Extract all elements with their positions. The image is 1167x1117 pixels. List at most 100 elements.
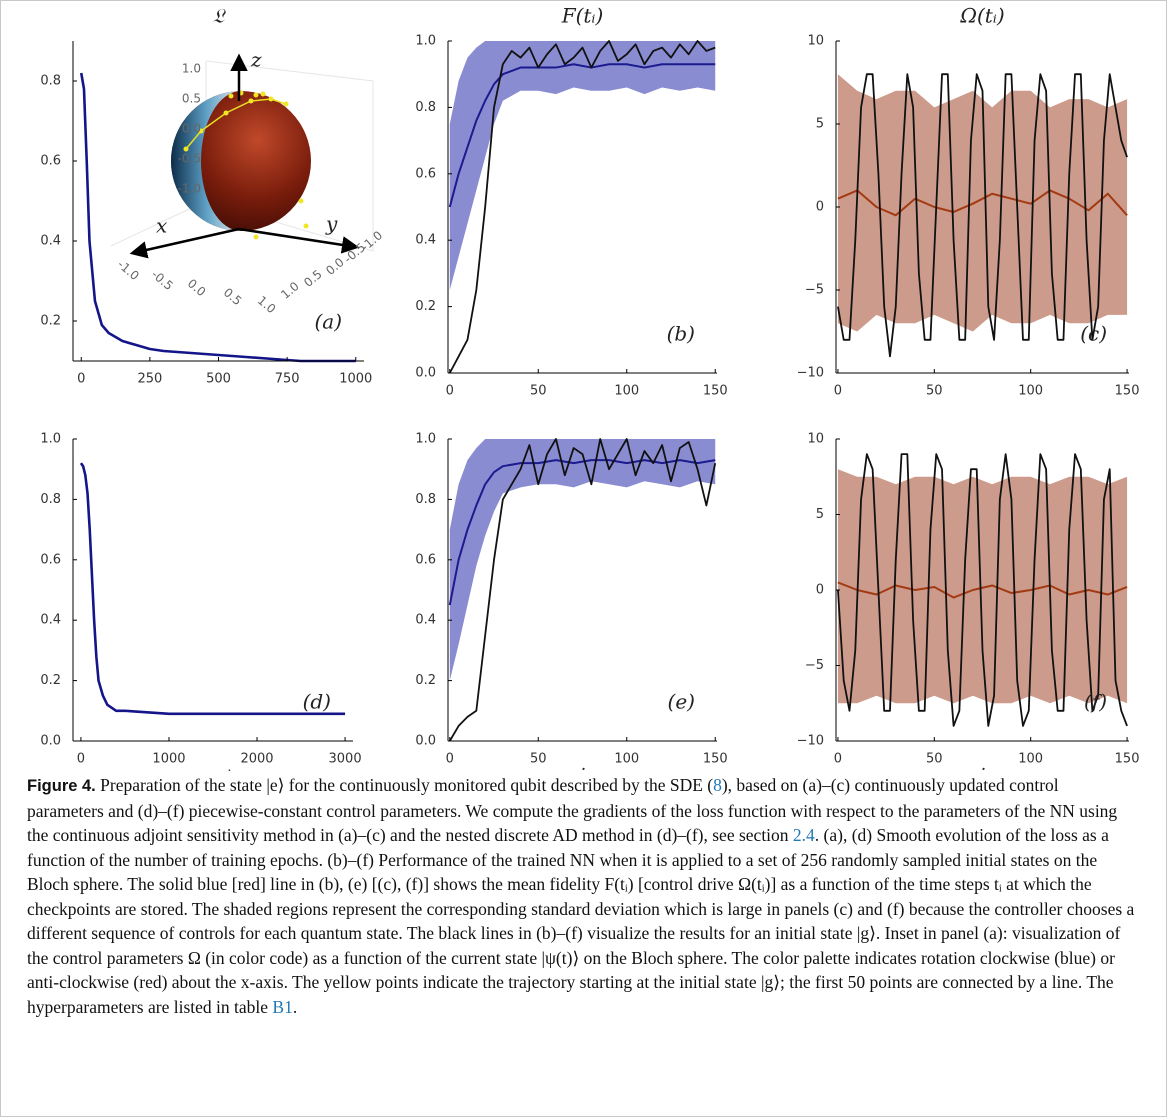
y-tick-label: 0.2: [40, 314, 61, 329]
x-tick-label: 3000: [329, 752, 362, 767]
std-band: [837, 74, 1128, 332]
panel-label: (c): [1080, 322, 1107, 346]
y-tick-label: 10: [807, 432, 824, 447]
x-tick-label: 100: [1018, 752, 1043, 767]
x-tick-label: 0: [77, 372, 85, 387]
bloch-inset: x y z 1.0 0.5 0.0 -0.5 -1.0 -1.0 -0.5 0.…: [110, 48, 385, 316]
x-tick-label: 1000: [152, 752, 185, 767]
x-tick-label: 250: [137, 372, 162, 387]
inset-axis-label: z: [250, 48, 262, 72]
x-axis-label: epoch: [189, 767, 238, 772]
y-tick-label: 0: [816, 583, 824, 598]
line: [79, 462, 346, 716]
inset-tick-label: 0.5: [221, 285, 245, 308]
x-tick-label: 750: [275, 372, 300, 387]
y-tick-label: 0.8: [40, 74, 61, 89]
y-tick-label: −5: [805, 658, 824, 673]
line: [448, 40, 716, 374]
caption-text: Preparation of the state |e⟩ for the con…: [100, 775, 714, 795]
panel-title: F(tᵢ): [561, 4, 604, 28]
y-tick-label: 5: [816, 117, 824, 132]
x-tick-label: 1000: [339, 372, 372, 387]
y-tick-label: 10: [807, 34, 824, 49]
x-tick-label: 0: [834, 752, 842, 767]
panel-label: (f): [1084, 690, 1107, 714]
panel: 0.2 0.4 0.6 0.8 0 250 500 750 1000 𝔏 (a): [40, 4, 372, 387]
panel: 0.0 0.2 0.4 0.6 0.8 1.0 0 50 100 150 (e) i: [415, 432, 727, 772]
y-tick-label: 0.6: [40, 154, 61, 169]
inset-tick-label: 0.5: [182, 92, 201, 106]
panel-label: (e): [668, 690, 695, 714]
x-tick-label: 50: [926, 752, 943, 767]
y-tick-label: 0.8: [40, 492, 61, 507]
caption-reference[interactable]: 2.4: [792, 825, 815, 845]
line: [837, 73, 1128, 358]
std-band: [449, 439, 716, 681]
inset-axis-label: y: [325, 212, 338, 236]
line: [837, 189, 1128, 217]
x-axis-label: i: [579, 764, 585, 772]
x-axis-label: i: [979, 764, 985, 772]
x-tick-label: 2000: [240, 752, 273, 767]
caption: Figure 4. Preparation of the state |e⟩ f…: [27, 773, 1139, 1019]
y-tick-label: 0.6: [415, 166, 436, 181]
inset-tick-label: 1.0: [255, 293, 279, 316]
line: [448, 63, 716, 208]
y-tick-label: 1.0: [40, 432, 61, 447]
panel: 0.0 0.2 0.4 0.6 0.8 1.0 0 50 100 150 F(tᵢ) (b): [415, 4, 727, 399]
y-tick-label: 0: [816, 200, 824, 215]
y-tick-label: 0.4: [415, 233, 436, 248]
x-tick-label: 50: [926, 384, 943, 399]
x-tick-label: 50: [530, 752, 547, 767]
line: [837, 581, 1128, 599]
y-tick-label: 0.8: [415, 100, 436, 115]
y-tick-label: 0.4: [415, 613, 436, 628]
line: [837, 453, 1128, 727]
x-tick-label: 150: [1115, 384, 1140, 399]
inset-tick-label: -0.5: [178, 152, 201, 166]
x-tick-label: 150: [703, 752, 728, 767]
panel-title: 𝔏: [213, 4, 227, 28]
inset-tick-label: 1.0: [278, 279, 302, 302]
x-tick-label: 100: [614, 384, 639, 399]
y-tick-label: 0.6: [40, 552, 61, 567]
y-tick-label: 0.6: [415, 552, 436, 567]
inset-tick-label: 0.0: [182, 122, 201, 136]
y-tick-label: 0.0: [40, 734, 61, 749]
y-tick-label: 1.0: [415, 432, 436, 447]
panel-label: (d): [303, 690, 331, 714]
y-tick-label: 0.2: [415, 299, 436, 314]
x-tick-label: 500: [206, 372, 231, 387]
caption-reference[interactable]: B1: [272, 996, 293, 1017]
inset-axis-label: x: [156, 214, 167, 238]
x-tick-label: 150: [1115, 752, 1140, 767]
y-tick-label: −10: [797, 366, 824, 381]
caption-text: ), based on (a)–(c) continuously updated…: [27, 775, 1118, 845]
x-arrow: [129, 227, 240, 259]
inset-tick-label: -1.0: [178, 182, 201, 196]
y-tick-label: 0.0: [415, 734, 436, 749]
line: [79, 72, 356, 363]
caption-reference[interactable]: 8: [713, 775, 722, 795]
panel-label: (a): [314, 310, 342, 334]
line: [448, 438, 717, 742]
x-tick-label: 0: [446, 752, 454, 767]
y-tick-label: −10: [797, 734, 824, 749]
line: [448, 459, 716, 606]
x-tick-label: 0: [446, 384, 454, 399]
x-tick-label: 0: [834, 384, 842, 399]
inset-tick-label: 0.5: [301, 267, 325, 290]
trajectory: [185, 98, 287, 150]
y-tick-label: 5: [816, 507, 824, 522]
y-tick-label: 0.2: [415, 673, 436, 688]
y-arrow: [238, 227, 360, 254]
bloch-sphere-shade: [171, 91, 241, 231]
y-tick-label: 0.8: [415, 492, 436, 507]
y-tick-label: 0.4: [40, 613, 61, 628]
x-tick-label: 100: [614, 752, 639, 767]
y-tick-label: 1.0: [415, 34, 436, 49]
